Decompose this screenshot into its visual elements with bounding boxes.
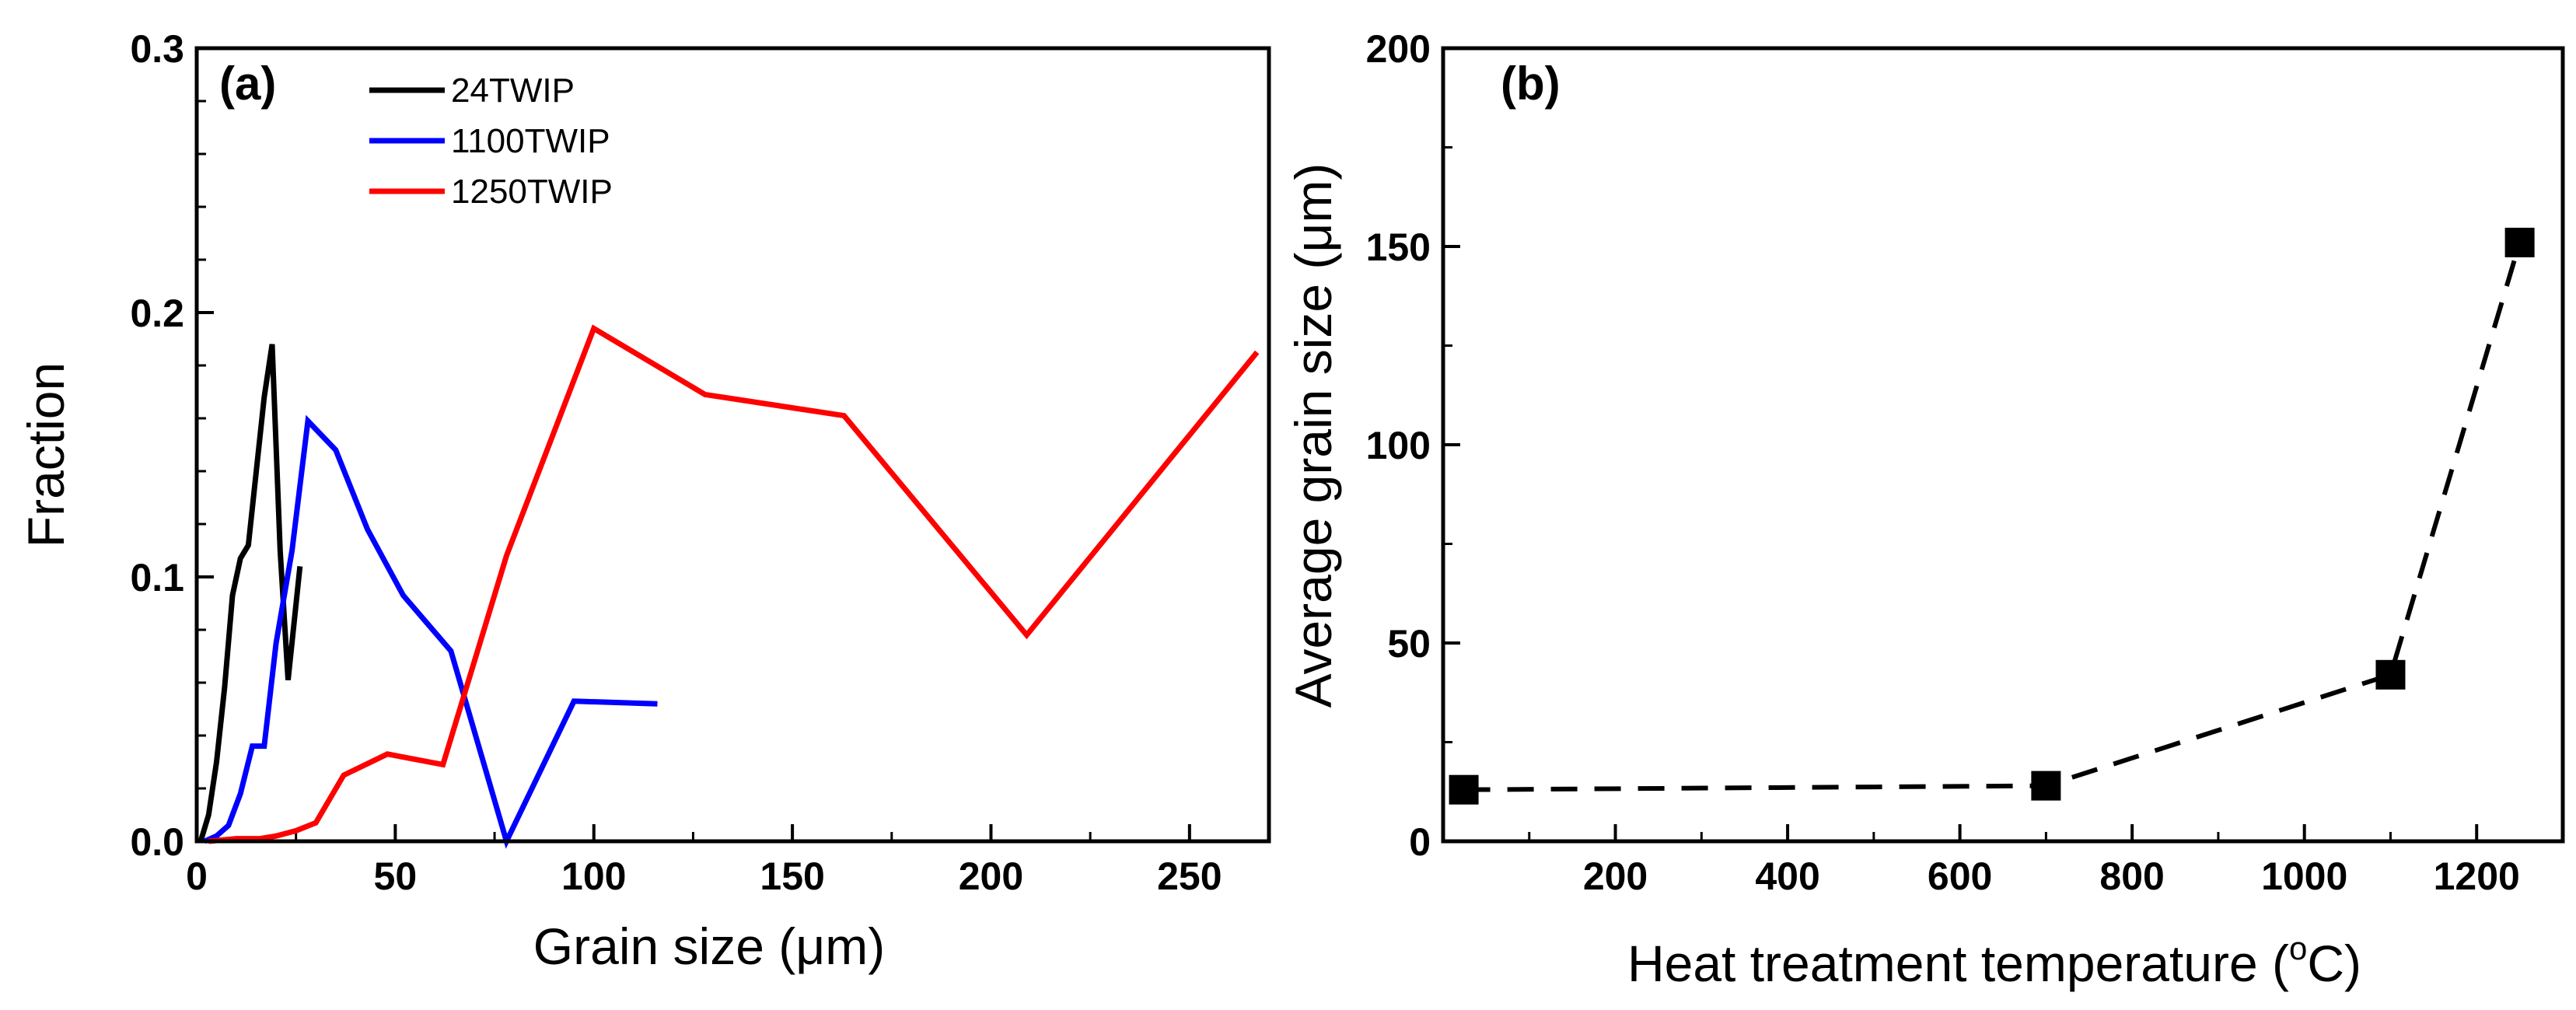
panel-a-x-axis-title: Grain size (μm) <box>533 917 885 975</box>
panel-a-label: (a) <box>219 58 276 110</box>
panel-b-y-tick-label: 50 <box>1387 622 1431 666</box>
panel-b-label: (b) <box>1501 58 1561 110</box>
data-point-marker <box>2375 659 2406 690</box>
panel-a-x-tick-label: 250 <box>1157 854 1222 898</box>
panel-a-y-tick-label: 0.1 <box>130 556 184 599</box>
panel-a-x-tick-label: 100 <box>561 854 626 898</box>
panel-a-legend: 24TWIP 1100TWIP 1250TWIP <box>369 72 613 211</box>
legend-label-24twip: 24TWIP <box>451 72 575 110</box>
panel-a-x-tick-label: 0 <box>186 854 208 898</box>
panel-b-y-axis-title: Average grain size (μm) <box>1285 163 1342 708</box>
panel-b-ticks <box>1443 47 2479 843</box>
panel-b-series <box>1449 227 2535 805</box>
panel-b-x-axis-degree: o <box>2289 930 2307 966</box>
panel-b-x-axis-title: Heat treatment temperature (oC) <box>1627 930 2361 992</box>
panel-a-chart: 0 50 100 150 200 250 0.0 0.1 0.2 0.3 (a) 24TWIP 11… <box>17 27 1271 975</box>
panel-b-x-axis-title-unit: C) <box>2307 935 2361 992</box>
panel-b-x-axis-title-main: Heat treatment temperature ( <box>1627 935 2289 992</box>
panel-b-x-tick-label: 1200 <box>2434 854 2520 898</box>
panel-b-x-tick-label: 600 <box>1928 854 1992 898</box>
panel-b-tick-labels: 200 400 600 800 1000 1200 0 50 100 150 200 <box>1366 27 2520 898</box>
legend-label-1100twip: 1100TWIP <box>451 122 610 160</box>
panel-a-y-axis-title: Fraction <box>17 362 75 547</box>
data-point-marker <box>2504 227 2535 257</box>
series-line-24twip <box>197 344 303 843</box>
panel-a-ticks <box>195 47 1191 843</box>
panel-a-x-tick-label: 50 <box>374 854 418 898</box>
panel-b-x-tick-label: 800 <box>2099 854 2164 898</box>
panel-a-y-tick-label: 0.2 <box>130 292 184 335</box>
legend-label-1250twip: 1250TWIP <box>451 173 613 211</box>
panel-b-x-tick-label: 200 <box>1583 854 1648 898</box>
panel-a-y-tick-label: 0.0 <box>130 820 184 864</box>
panel-a-tick-labels: 0 50 100 150 200 250 0.0 0.1 0.2 0.3 <box>130 27 1222 898</box>
panel-a-x-tick-label: 200 <box>959 854 1023 898</box>
panel-b-x-tick-label: 1000 <box>2261 854 2347 898</box>
panel-a-series <box>197 324 1260 849</box>
panel-b-x-tick-label: 400 <box>1755 854 1819 898</box>
panel-a-plot-frame <box>194 46 1271 844</box>
panel-b-y-tick-label: 200 <box>1366 27 1431 71</box>
data-point-marker <box>1449 774 1479 805</box>
data-point-marker <box>2031 771 2061 801</box>
series-dashed-line <box>1463 242 2522 792</box>
panel-b-y-tick-label: 100 <box>1366 424 1431 467</box>
panel-b-chart: 200 400 600 800 1000 1200 0 50 100 150 200 (b) Hea… <box>1285 27 2565 992</box>
panel-a-x-tick-label: 150 <box>760 854 824 898</box>
panel-b-plot-frame <box>1441 46 2565 844</box>
panel-b-y-tick-label: 150 <box>1366 225 1431 269</box>
panel-a-y-tick-label: 0.3 <box>130 27 184 71</box>
series-line-1100twip <box>203 414 658 849</box>
panel-b-y-tick-label: 0 <box>1409 820 1431 864</box>
series-line-1250twip <box>208 324 1260 844</box>
